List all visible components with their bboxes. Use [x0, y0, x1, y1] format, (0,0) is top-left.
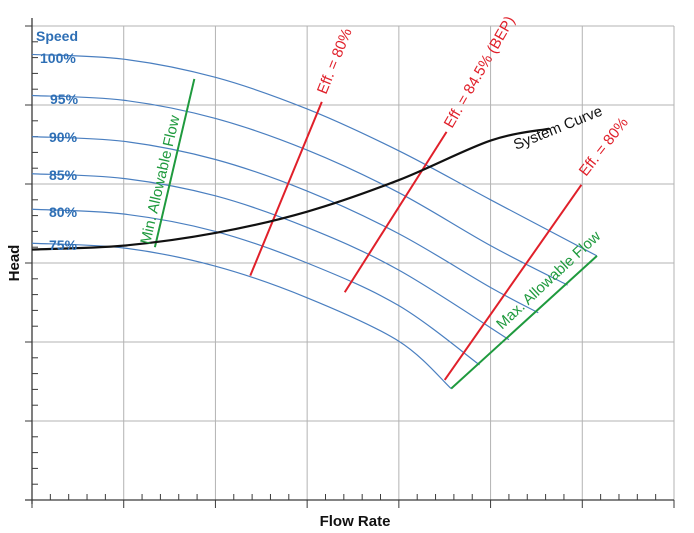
eff-bep-label: Eff. = 84.5% (BEP) — [441, 13, 519, 131]
speed-curve-80 — [31, 208, 480, 366]
curves — [31, 53, 598, 390]
efficiency-curve-eff-80-left — [249, 101, 323, 277]
efficiency-curve-eff-80-right — [443, 184, 583, 381]
grid — [32, 25, 675, 500]
system-curve-label: System Curve — [511, 103, 605, 154]
flow_limit-curve-max-allowable-flow — [450, 255, 598, 390]
speed-header-label: Speed — [36, 28, 78, 44]
x-axis-label: Flow Rate — [320, 513, 391, 530]
speed-80-label: 80% — [49, 204, 78, 220]
speed-curve-85 — [31, 173, 510, 341]
speed-95-label: 95% — [50, 91, 79, 107]
max-flow-label: Max. Allowable Flow — [493, 228, 604, 333]
speed-curve-95 — [31, 94, 568, 286]
speed-75-label: 75% — [49, 237, 78, 253]
speed-85-label: 85% — [49, 167, 78, 183]
speed-90-label: 90% — [49, 129, 78, 145]
eff-80-left-label: Eff. = 80% — [314, 26, 356, 97]
speed-curve-100 — [31, 53, 598, 257]
flow_limit-curve-min-allowable-flow — [153, 78, 196, 248]
speed-100-label: 100% — [40, 50, 76, 66]
efficiency-curve-eff-84-5-bep — [343, 131, 448, 293]
y-axis-label: Head — [6, 245, 23, 282]
system-curve-system-curve — [31, 127, 550, 251]
speed-curve-90 — [31, 136, 539, 314]
